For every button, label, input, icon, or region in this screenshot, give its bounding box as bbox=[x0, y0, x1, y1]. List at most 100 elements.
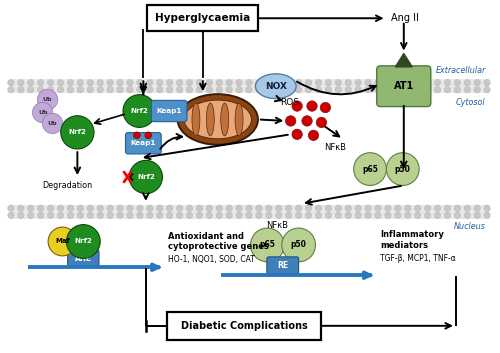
Circle shape bbox=[32, 102, 53, 123]
Circle shape bbox=[276, 86, 282, 93]
Circle shape bbox=[61, 116, 94, 149]
Circle shape bbox=[404, 86, 411, 93]
Circle shape bbox=[145, 132, 152, 139]
Circle shape bbox=[296, 79, 302, 86]
Circle shape bbox=[266, 212, 272, 219]
Circle shape bbox=[325, 205, 332, 211]
Circle shape bbox=[176, 205, 183, 211]
Text: NOX: NOX bbox=[265, 82, 287, 91]
Circle shape bbox=[365, 79, 372, 86]
Circle shape bbox=[286, 79, 292, 86]
Circle shape bbox=[226, 212, 232, 219]
Circle shape bbox=[48, 227, 77, 256]
Circle shape bbox=[226, 86, 232, 93]
Circle shape bbox=[117, 79, 123, 86]
Text: Antioxidant and
cytoprotective genes: Antioxidant and cytoprotective genes bbox=[168, 232, 269, 251]
Circle shape bbox=[286, 116, 296, 126]
Circle shape bbox=[156, 86, 163, 93]
FancyBboxPatch shape bbox=[148, 5, 258, 31]
Text: RE: RE bbox=[277, 261, 288, 270]
Ellipse shape bbox=[178, 94, 258, 145]
Circle shape bbox=[236, 212, 242, 219]
Circle shape bbox=[414, 86, 421, 93]
Circle shape bbox=[236, 79, 242, 86]
Circle shape bbox=[365, 86, 372, 93]
Circle shape bbox=[87, 205, 94, 211]
Circle shape bbox=[335, 86, 342, 93]
Circle shape bbox=[414, 79, 421, 86]
Circle shape bbox=[186, 86, 192, 93]
Circle shape bbox=[256, 205, 262, 211]
Circle shape bbox=[176, 79, 183, 86]
Circle shape bbox=[434, 205, 440, 211]
FancyBboxPatch shape bbox=[267, 257, 298, 274]
Circle shape bbox=[365, 205, 372, 211]
Circle shape bbox=[226, 205, 232, 211]
Circle shape bbox=[315, 212, 322, 219]
Circle shape bbox=[206, 86, 212, 93]
Circle shape bbox=[325, 86, 332, 93]
Text: Diabetic Complications: Diabetic Complications bbox=[180, 321, 308, 331]
Circle shape bbox=[444, 79, 450, 86]
Text: ARE: ARE bbox=[75, 254, 92, 263]
Circle shape bbox=[246, 79, 252, 86]
Circle shape bbox=[18, 212, 24, 219]
Text: p65: p65 bbox=[362, 164, 378, 174]
Circle shape bbox=[386, 153, 419, 185]
Circle shape bbox=[434, 86, 440, 93]
Circle shape bbox=[384, 205, 391, 211]
Circle shape bbox=[484, 79, 490, 86]
Circle shape bbox=[414, 205, 421, 211]
Circle shape bbox=[146, 212, 153, 219]
Circle shape bbox=[236, 205, 242, 211]
Text: Inflammatory
mediators: Inflammatory mediators bbox=[380, 230, 444, 250]
Circle shape bbox=[375, 205, 381, 211]
Circle shape bbox=[454, 205, 460, 211]
Circle shape bbox=[77, 212, 84, 219]
Circle shape bbox=[77, 86, 84, 93]
Text: Nrf2: Nrf2 bbox=[130, 108, 148, 114]
Circle shape bbox=[206, 205, 212, 211]
Circle shape bbox=[444, 86, 450, 93]
Circle shape bbox=[424, 86, 431, 93]
Circle shape bbox=[296, 205, 302, 211]
Circle shape bbox=[335, 79, 342, 86]
Circle shape bbox=[394, 212, 401, 219]
Circle shape bbox=[58, 212, 64, 219]
Circle shape bbox=[186, 79, 192, 86]
Circle shape bbox=[97, 86, 103, 93]
Circle shape bbox=[365, 212, 372, 219]
Circle shape bbox=[48, 79, 54, 86]
Text: Ang II: Ang II bbox=[392, 13, 419, 23]
Circle shape bbox=[87, 86, 94, 93]
FancyBboxPatch shape bbox=[152, 100, 187, 122]
Circle shape bbox=[464, 79, 470, 86]
Circle shape bbox=[136, 86, 143, 93]
Circle shape bbox=[166, 205, 173, 211]
Circle shape bbox=[306, 212, 312, 219]
Circle shape bbox=[384, 79, 391, 86]
Circle shape bbox=[454, 212, 460, 219]
Circle shape bbox=[384, 212, 391, 219]
Circle shape bbox=[355, 79, 362, 86]
Circle shape bbox=[38, 212, 44, 219]
Circle shape bbox=[474, 212, 480, 219]
Circle shape bbox=[42, 113, 62, 133]
Circle shape bbox=[424, 205, 431, 211]
Circle shape bbox=[28, 212, 34, 219]
Circle shape bbox=[266, 79, 272, 86]
Circle shape bbox=[58, 205, 64, 211]
Circle shape bbox=[28, 86, 34, 93]
Circle shape bbox=[434, 212, 440, 219]
Circle shape bbox=[246, 212, 252, 219]
Circle shape bbox=[28, 205, 34, 211]
Circle shape bbox=[307, 101, 317, 111]
Text: p50: p50 bbox=[395, 164, 410, 174]
Text: Cytosol: Cytosol bbox=[456, 97, 486, 107]
Circle shape bbox=[67, 86, 73, 93]
Circle shape bbox=[58, 86, 64, 93]
Circle shape bbox=[484, 205, 490, 211]
Circle shape bbox=[282, 228, 316, 262]
Circle shape bbox=[176, 212, 183, 219]
Text: Nrf2: Nrf2 bbox=[137, 174, 155, 180]
